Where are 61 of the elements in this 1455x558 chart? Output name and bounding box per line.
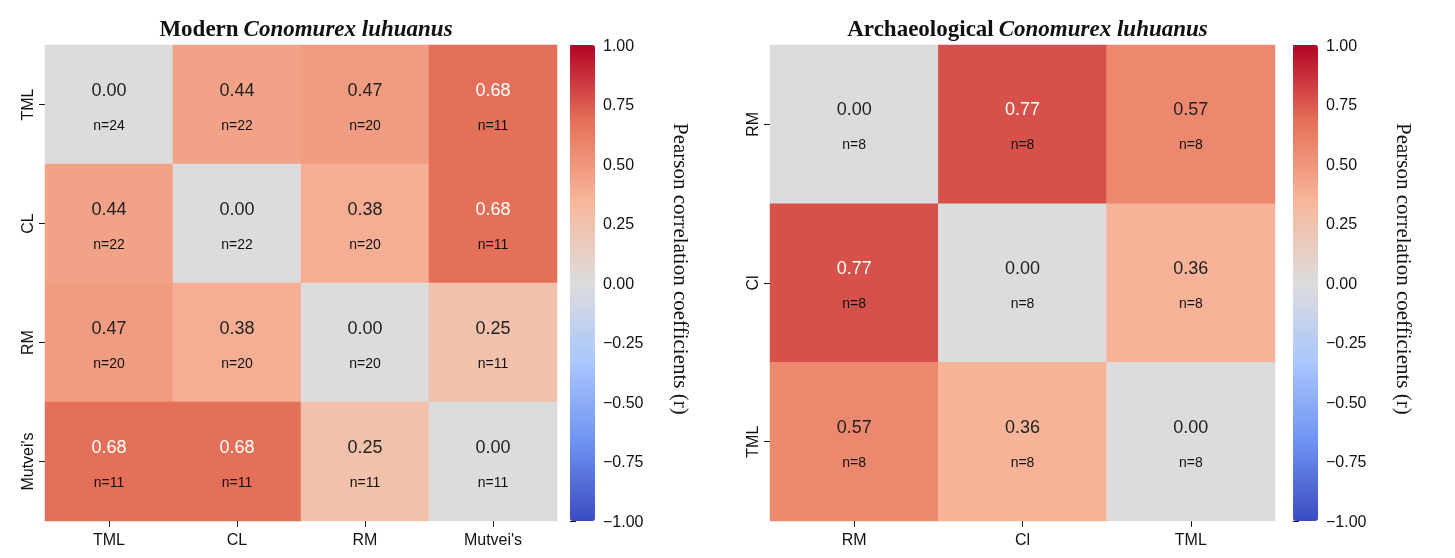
y-tick-label: TML — [18, 88, 36, 121]
x-tick-label: RM — [841, 530, 867, 548]
x-tick-label: TML — [1174, 530, 1207, 548]
color-bar-label: 0.00 — [603, 274, 635, 292]
x-tick-label: Mutvei's — [463, 530, 523, 548]
data-label: 0.00 n=8 — [836, 99, 872, 153]
data-label: 0.47 n=20 — [91, 317, 127, 371]
data-label: 0.36 n=8 — [1173, 258, 1209, 311]
data-label: 0.77 n=8 — [1004, 99, 1041, 153]
color-bar-label: −0.25 — [603, 334, 644, 351]
data-label: 0.36 n=8 — [1004, 416, 1041, 470]
y-tick-label: Mutvei's — [18, 432, 36, 491]
x-tick-label: TML — [93, 530, 126, 548]
data-label: 0.68 n=11 — [91, 436, 127, 490]
color-bar-label: 0.75 — [1326, 96, 1358, 113]
data-label: 0.00 n=24 — [91, 79, 127, 133]
x-tick-label: Cl — [1014, 530, 1031, 548]
color-bar-label: −0.25 — [1326, 334, 1367, 351]
y-tick-label: RM — [743, 111, 761, 137]
color-bar-label: 0.00 — [1326, 274, 1358, 292]
chart-title: Modern Conomurex luhuanus — [159, 16, 453, 41]
color-bar-label: −1.00 — [603, 512, 644, 530]
data-label: 0.44 n=22 — [219, 79, 255, 133]
color-bar-label: −0.75 — [603, 453, 644, 470]
data-label: 0.25 n=11 — [347, 436, 383, 490]
color-bar-label: 1.00 — [1326, 36, 1358, 54]
data-label: 0.77 n=8 — [836, 258, 872, 311]
color-bar-label: 1.00 — [603, 36, 635, 54]
data-label: 0.00 n=8 — [1173, 416, 1209, 470]
y-tick-label: CL — [18, 213, 36, 234]
y-tick-label: RM — [18, 330, 36, 355]
color-bar-label: −0.50 — [1326, 393, 1367, 411]
x-tick-label: CL — [226, 530, 248, 548]
data-label: 0.38 n=20 — [219, 317, 255, 371]
data-label: 0.44 n=22 — [91, 198, 127, 252]
data-label: 0.57 n=8 — [836, 416, 872, 470]
data-label: 0.68 n=11 — [475, 198, 511, 252]
color-bar-label: 0.50 — [1326, 155, 1358, 173]
data-label: 0.00 n=22 — [219, 198, 255, 252]
color-bar-label: −0.50 — [603, 393, 644, 411]
data-label: 0.57 n=8 — [1173, 99, 1209, 153]
color-bar-label: −0.75 — [1326, 453, 1367, 470]
data-label: 0.68 n=11 — [219, 436, 255, 490]
color-bar-label: 0.50 — [603, 155, 635, 173]
data-label: 0.00 n=20 — [347, 317, 383, 371]
data-label: 0.25 n=11 — [475, 317, 511, 371]
color-bar-title: Pearson correlation coefficients (r) — [1391, 123, 1416, 415]
color-bar-label: 0.25 — [603, 215, 635, 232]
color-bar-title: Pearson correlation coefficients (r) — [668, 123, 693, 415]
color-bar-label: 0.75 — [603, 96, 635, 113]
chart-title: Archaeological Conomurex luhuanus — [847, 16, 1208, 41]
data-label: 0.00 n=8 — [1004, 258, 1041, 311]
x-tick-label: RM — [352, 530, 378, 548]
color-bar-label: 0.25 — [1326, 215, 1358, 232]
data-label: 0.38 n=20 — [347, 198, 383, 252]
data-label: 0.00 n=11 — [475, 436, 511, 490]
y-tick-label: TML — [743, 425, 761, 458]
data-label: 0.68 n=11 — [475, 79, 511, 133]
color-bar-label: −1.00 — [1326, 512, 1367, 530]
y-tick-label: Cl — [743, 275, 761, 291]
data-label: 0.47 n=20 — [347, 79, 383, 133]
